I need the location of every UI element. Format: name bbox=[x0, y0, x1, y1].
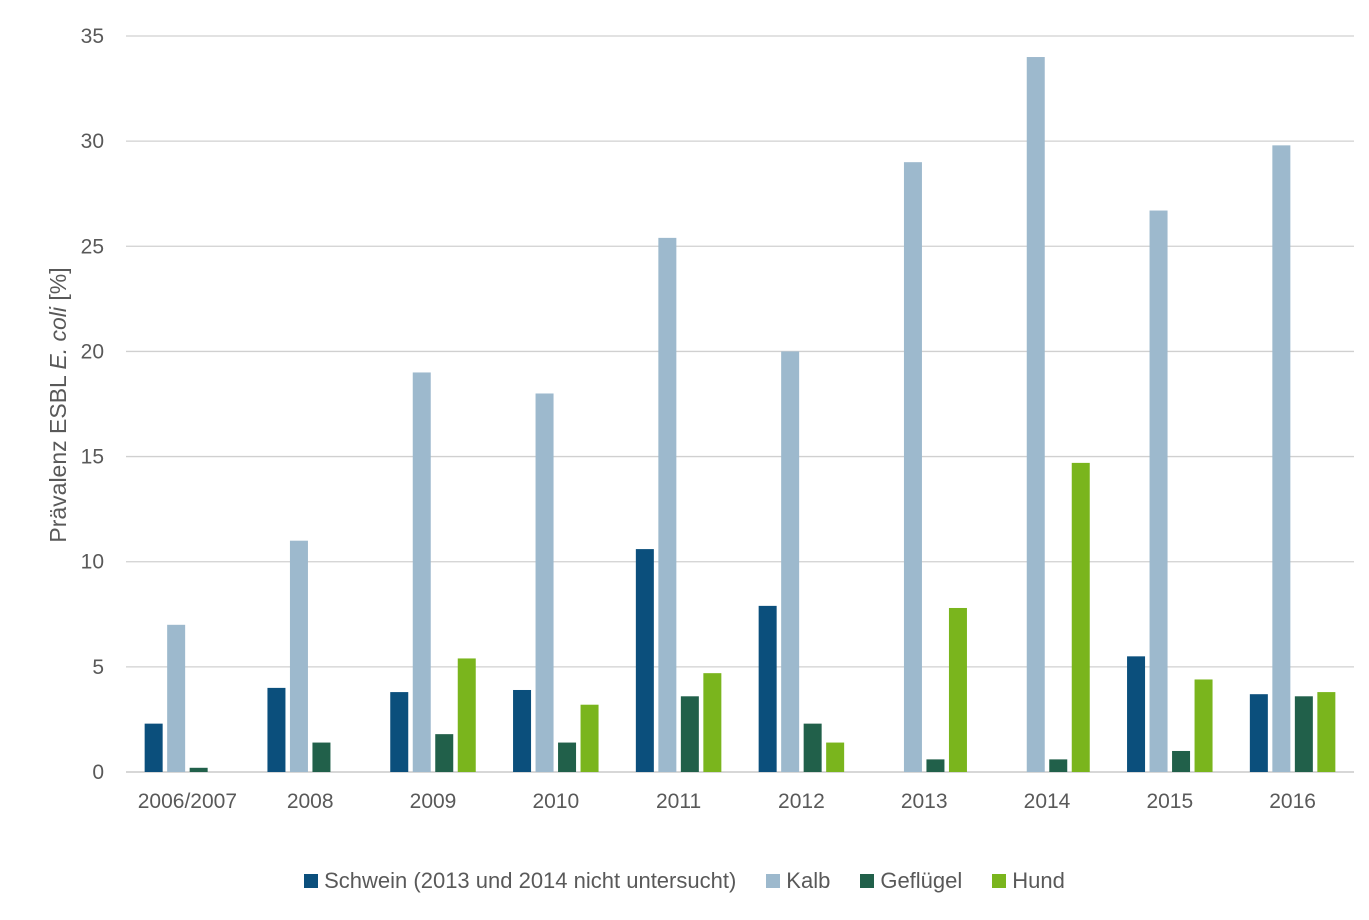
x-axis-ticks: 2006/2007 2008 2009 2010 2011 2012 2013 2014 201… bbox=[138, 790, 1316, 813]
bar-kalb-8 bbox=[1149, 210, 1168, 773]
y-tick-label: 30 bbox=[81, 130, 104, 153]
bar-geflügel-4 bbox=[680, 696, 699, 772]
legend-swatch bbox=[860, 874, 875, 888]
x-tick-label: 2015 bbox=[1146, 790, 1193, 813]
legend-item: Kalb bbox=[766, 868, 830, 894]
y-tick-label: 10 bbox=[81, 551, 104, 574]
x-tick-label: 2010 bbox=[532, 790, 579, 813]
bar-schwein-1 bbox=[267, 687, 286, 772]
bar-kalb-2 bbox=[412, 372, 431, 772]
legend-label: Schwein (2013 und 2014 nicht untersucht) bbox=[324, 868, 737, 893]
bar-kalb-4 bbox=[658, 237, 677, 773]
bar-hund-7 bbox=[1071, 462, 1090, 772]
bar-geflügel-9 bbox=[1294, 696, 1313, 772]
bar-hund-2 bbox=[457, 658, 476, 772]
bar-kalb-0 bbox=[167, 624, 186, 772]
y-tick-label: 35 bbox=[81, 25, 104, 48]
legend-item: Hund bbox=[992, 868, 1065, 894]
bars bbox=[144, 57, 1336, 773]
bar-schwein-9 bbox=[1249, 694, 1268, 772]
x-tick-label: 2009 bbox=[410, 790, 457, 813]
bar-chart: 0 5 10 15 20 25 30 35 2006/2007 2008 2009 2010 2011… bbox=[45, 25, 1354, 813]
bar-kalb-7 bbox=[1026, 57, 1045, 773]
bar-hund-4 bbox=[703, 673, 722, 772]
y-tick-label: 25 bbox=[81, 235, 104, 258]
bar-schwein-0 bbox=[144, 723, 163, 772]
bar-hund-9 bbox=[1317, 692, 1336, 772]
x-tick-label: 2013 bbox=[901, 790, 948, 813]
x-tick-label: 2011 bbox=[656, 790, 701, 813]
bar-geflügel-2 bbox=[435, 734, 454, 772]
y-tick-label: 5 bbox=[92, 656, 104, 679]
y-axis-ticks: 0 5 10 15 20 25 30 35 bbox=[81, 25, 104, 784]
legend-swatch bbox=[766, 874, 781, 888]
y-tick-label: 0 bbox=[92, 761, 104, 784]
bar-hund-5 bbox=[826, 742, 845, 772]
bar-schwein-4 bbox=[635, 549, 654, 772]
legend-item: Schwein (2013 und 2014 nicht untersucht) bbox=[304, 868, 736, 894]
bar-geflügel-8 bbox=[1172, 750, 1191, 772]
y-axis-label: Prävalenz ESBL E. coli [%] bbox=[45, 267, 71, 542]
bar-kalb-5 bbox=[781, 351, 800, 772]
bar-kalb-3 bbox=[535, 393, 554, 772]
x-tick-label: 2014 bbox=[1024, 790, 1071, 813]
legend-swatch bbox=[304, 874, 319, 888]
bar-schwein-5 bbox=[758, 605, 777, 772]
x-tick-label: 2016 bbox=[1269, 790, 1316, 813]
bar-kalb-1 bbox=[289, 540, 308, 772]
legend-label: Hund bbox=[1012, 868, 1065, 893]
bar-kalb-9 bbox=[1272, 145, 1291, 772]
bar-schwein-3 bbox=[513, 689, 532, 772]
bar-geflügel-0 bbox=[189, 767, 208, 772]
x-tick-label: 2006/2007 bbox=[138, 790, 237, 813]
legend-swatch bbox=[992, 874, 1007, 888]
bar-schwein-8 bbox=[1127, 656, 1146, 772]
bar-hund-6 bbox=[948, 607, 967, 772]
bar-hund-3 bbox=[580, 704, 599, 772]
legend: Schwein (2013 und 2014 nicht untersucht)… bbox=[0, 868, 1369, 894]
bar-schwein-2 bbox=[390, 692, 409, 772]
legend-item: Geflügel bbox=[860, 868, 962, 894]
bar-geflügel-7 bbox=[1049, 759, 1068, 772]
bar-hund-8 bbox=[1194, 679, 1213, 772]
x-tick-label: 2012 bbox=[778, 790, 825, 813]
bar-geflügel-3 bbox=[558, 742, 577, 772]
bar-kalb-6 bbox=[903, 162, 922, 772]
legend-label: Geflügel bbox=[880, 868, 963, 893]
bar-geflügel-6 bbox=[926, 759, 945, 772]
legend-label: Kalb bbox=[786, 868, 831, 893]
x-tick-label: 2008 bbox=[287, 790, 334, 813]
y-tick-label: 20 bbox=[81, 340, 104, 363]
gridlines bbox=[126, 35, 1354, 773]
bar-geflügel-5 bbox=[803, 723, 822, 772]
y-tick-label: 15 bbox=[81, 446, 104, 469]
bar-geflügel-1 bbox=[312, 742, 331, 772]
